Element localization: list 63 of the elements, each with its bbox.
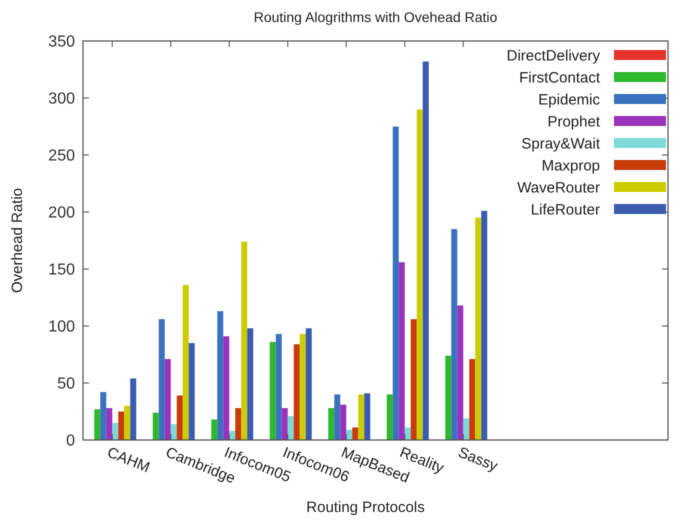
y-axis-title: Overhead Ratio — [9, 188, 26, 294]
bar — [352, 427, 358, 440]
bar — [94, 409, 100, 440]
legend-label: LifeRouter — [530, 201, 600, 218]
bar — [451, 229, 458, 440]
bar — [364, 393, 370, 440]
legend-label: Epidemic — [538, 91, 600, 108]
x-tick-label: Sassy — [456, 444, 500, 476]
bar — [306, 328, 312, 440]
bar — [217, 311, 224, 440]
bar — [124, 406, 130, 440]
bar — [176, 396, 183, 440]
bar — [445, 356, 452, 440]
legend-label: WaveRouter — [517, 179, 600, 196]
bar — [188, 343, 195, 440]
legend-label: DirectDelivery — [506, 47, 600, 64]
bar — [276, 334, 282, 440]
bar — [211, 419, 218, 440]
bar — [182, 284, 189, 440]
bar — [235, 408, 242, 440]
bar — [294, 344, 300, 440]
bar — [106, 408, 112, 440]
bar — [130, 378, 136, 440]
y-tick-label: 150 — [48, 262, 76, 279]
bar — [100, 392, 106, 440]
bar — [270, 342, 276, 440]
bar — [457, 305, 464, 440]
bar — [358, 394, 364, 440]
x-axis-title: Routing Protocols — [306, 499, 425, 516]
bar — [398, 262, 405, 440]
bar — [158, 319, 165, 440]
bar — [282, 408, 288, 440]
y-tick-label: 100 — [48, 318, 76, 336]
bar — [392, 126, 399, 440]
bar — [481, 210, 488, 440]
y-tick-label: 200 — [48, 204, 76, 222]
y-tick-label: 0 — [66, 432, 76, 450]
bar — [416, 109, 423, 440]
x-tick-label: CAHM — [104, 444, 152, 476]
bar — [247, 328, 254, 440]
legend-label: Maxprop — [542, 157, 600, 174]
bar — [334, 394, 340, 440]
bar — [410, 319, 417, 440]
bar — [422, 62, 429, 440]
legend-label: FirstContact — [519, 69, 601, 86]
bar — [475, 218, 482, 440]
bar — [328, 408, 334, 440]
bar — [300, 334, 306, 440]
y-tick-label: 300 — [48, 90, 76, 108]
bar — [223, 336, 230, 440]
legend-label: Spray&Wait — [521, 135, 601, 152]
legend-label: Prophet — [547, 113, 601, 130]
y-tick-label: 250 — [48, 148, 76, 165]
bar — [469, 359, 476, 440]
bar — [152, 412, 159, 440]
bar — [241, 242, 248, 440]
bar — [386, 394, 393, 440]
bar — [118, 412, 124, 440]
chart-title: Routing Alogrithms with Ovehead Ratio — [254, 9, 498, 25]
y-tick-label: 350 — [48, 34, 76, 51]
bar — [340, 404, 346, 440]
bar — [164, 359, 171, 440]
y-tick-label: 50 — [57, 376, 76, 393]
